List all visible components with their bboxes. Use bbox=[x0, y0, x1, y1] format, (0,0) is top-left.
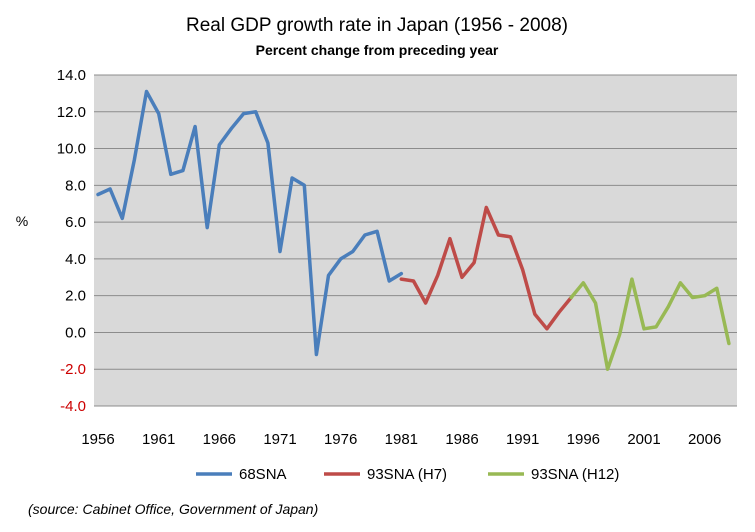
series-line bbox=[569, 277, 731, 371]
x-tick-label: 1986 bbox=[445, 431, 478, 448]
x-tick-label: 1966 bbox=[203, 431, 236, 448]
x-tick-label: 2006 bbox=[688, 431, 721, 448]
y-tick-label: 4.0 bbox=[65, 251, 86, 268]
x-axis-ticks: 1956 1961 1966 1971 1976 1981 1986 1991 1996 2001… bbox=[81, 431, 721, 448]
legend-label: 68SNA bbox=[239, 466, 287, 483]
source-note: (source: Cabinet Office, Government of J… bbox=[28, 501, 318, 517]
x-tick-label: 1981 bbox=[385, 431, 418, 448]
x-tick-label: 1961 bbox=[142, 431, 175, 448]
legend: 68SNA 93SNA (H7) 93SNA (H12) bbox=[196, 466, 619, 483]
y-tick-label: 2.0 bbox=[65, 288, 86, 305]
chart-subtitle: Percent change from preceding year bbox=[256, 42, 499, 58]
y-tick-label: 12.0 bbox=[57, 104, 86, 121]
y-tick-label: 0.0 bbox=[65, 324, 86, 341]
x-tick-label: 1976 bbox=[324, 431, 357, 448]
legend-label: 93SNA (H12) bbox=[531, 466, 619, 483]
y-tick-label: 14.0 bbox=[57, 67, 86, 84]
y-tick-label: 6.0 bbox=[65, 214, 86, 231]
series-line bbox=[96, 89, 404, 357]
x-tick-label: 1996 bbox=[567, 431, 600, 448]
x-tick-label: 1956 bbox=[81, 431, 114, 448]
series-line bbox=[399, 205, 573, 331]
plot-area bbox=[94, 75, 737, 406]
y-axis-ticks: 14.0 12.0 10.0 8.0 6.0 4.0 2.0 0.0 -2.0 -4.0 bbox=[57, 67, 86, 415]
y-axis-label: % bbox=[16, 213, 28, 229]
y-tick-label: 8.0 bbox=[65, 177, 86, 194]
chart-title: Real GDP growth rate in Japan (1956 - 20… bbox=[186, 15, 568, 36]
x-tick-label: 2001 bbox=[627, 431, 660, 448]
y-tick-label: -2.0 bbox=[60, 361, 86, 378]
x-tick-label: 1991 bbox=[506, 431, 539, 448]
y-tick-label: -4.0 bbox=[60, 398, 86, 415]
y-tick-label: 10.0 bbox=[57, 141, 86, 158]
legend-label: 93SNA (H7) bbox=[367, 466, 447, 483]
series-lines bbox=[96, 89, 731, 371]
x-tick-label: 1971 bbox=[263, 431, 296, 448]
